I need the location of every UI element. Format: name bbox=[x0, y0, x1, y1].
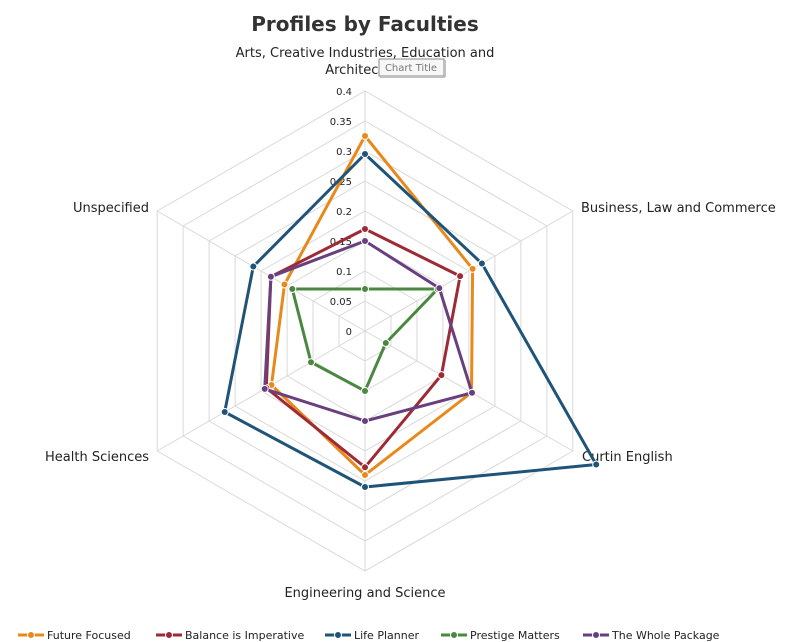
series-group bbox=[220, 132, 601, 491]
series-the-whole-package bbox=[260, 237, 476, 425]
tooltip-text: Chart Title bbox=[385, 63, 437, 74]
category-label: Unspecified bbox=[73, 201, 149, 216]
category-label: Business, Law and Commerce bbox=[581, 201, 776, 216]
data-point bbox=[437, 371, 446, 380]
data-point bbox=[468, 388, 476, 397]
legend-label: Prestige Matters bbox=[470, 629, 560, 642]
data-point bbox=[361, 150, 369, 158]
spoke-line bbox=[156, 210, 366, 332]
radar-tick-labels: 00.050.10.150.20.250.30.350.4 bbox=[330, 87, 352, 338]
legend-swatch-marker bbox=[450, 631, 458, 639]
legend: Future Focused Balance is Imperative Life … bbox=[18, 629, 720, 642]
data-point bbox=[361, 463, 369, 472]
data-point bbox=[468, 264, 477, 273]
data-point bbox=[361, 387, 369, 395]
data-point bbox=[361, 132, 369, 140]
data-point bbox=[381, 339, 390, 347]
legend-entry: The Whole Package bbox=[583, 629, 720, 642]
tick-label: 0.2 bbox=[336, 207, 352, 218]
tick-label: 0.4 bbox=[336, 87, 352, 98]
category-label-line: Health Sciences bbox=[45, 450, 149, 465]
category-label: Arts, Creative Industries, Education and… bbox=[236, 46, 495, 78]
spoke-line bbox=[156, 330, 366, 452]
legend-entry: Life Planner bbox=[325, 629, 419, 642]
legend-label: Future Focused bbox=[47, 629, 131, 642]
legend-swatch-marker bbox=[165, 631, 173, 639]
data-point bbox=[361, 237, 369, 245]
data-point bbox=[592, 460, 601, 469]
legend-entry: Balance is Imperative bbox=[156, 629, 305, 642]
data-point bbox=[361, 417, 369, 425]
category-label-line: Engineering and Science bbox=[284, 586, 445, 601]
data-point bbox=[361, 471, 369, 479]
legend-swatch-marker bbox=[334, 631, 342, 639]
data-point bbox=[266, 272, 275, 281]
data-point bbox=[435, 284, 444, 293]
data-point bbox=[361, 483, 369, 491]
tick-label: 0 bbox=[346, 327, 352, 338]
chart-title-tooltip: Chart Title bbox=[378, 58, 446, 78]
series-life-planner bbox=[220, 150, 601, 491]
tick-label: 0.05 bbox=[330, 297, 352, 308]
category-label-line: Curtin English bbox=[582, 450, 673, 465]
category-label: Curtin English bbox=[582, 450, 673, 465]
category-label-line: Arts, Creative Industries, Education and bbox=[236, 46, 495, 61]
category-label-line: Business, Law and Commerce bbox=[581, 201, 776, 216]
data-point bbox=[249, 262, 258, 271]
data-point bbox=[361, 285, 369, 293]
legend-swatch-marker bbox=[27, 631, 35, 639]
legend-label: Balance is Imperative bbox=[185, 629, 305, 642]
data-point bbox=[361, 225, 369, 233]
tick-label: 0.1 bbox=[336, 267, 352, 278]
spoke-line bbox=[364, 210, 574, 332]
data-point bbox=[220, 408, 229, 416]
tick-label: 0.35 bbox=[330, 117, 352, 128]
data-point bbox=[456, 272, 465, 281]
category-labels: Arts, Creative Industries, Education and… bbox=[45, 46, 776, 601]
series-balance-is-imperative bbox=[262, 225, 465, 472]
radar-spokes bbox=[156, 91, 574, 571]
chart-title: Profiles by Faculties bbox=[251, 12, 479, 36]
tick-label: 0.3 bbox=[336, 147, 352, 158]
legend-label: Life Planner bbox=[354, 629, 419, 642]
category-label: Engineering and Science bbox=[284, 586, 445, 601]
legend-label: The Whole Package bbox=[611, 629, 720, 642]
category-label: Health Sciences bbox=[45, 450, 149, 465]
data-point bbox=[307, 358, 315, 367]
data-point bbox=[280, 280, 289, 289]
legend-swatch-marker bbox=[592, 631, 600, 639]
series-line bbox=[264, 227, 462, 469]
legend-entry: Prestige Matters bbox=[441, 629, 560, 642]
category-label-line: Unspecified bbox=[73, 201, 149, 216]
legend-entry: Future Focused bbox=[18, 629, 131, 642]
data-point bbox=[288, 285, 297, 293]
data-point bbox=[477, 259, 486, 268]
data-point bbox=[260, 384, 269, 393]
